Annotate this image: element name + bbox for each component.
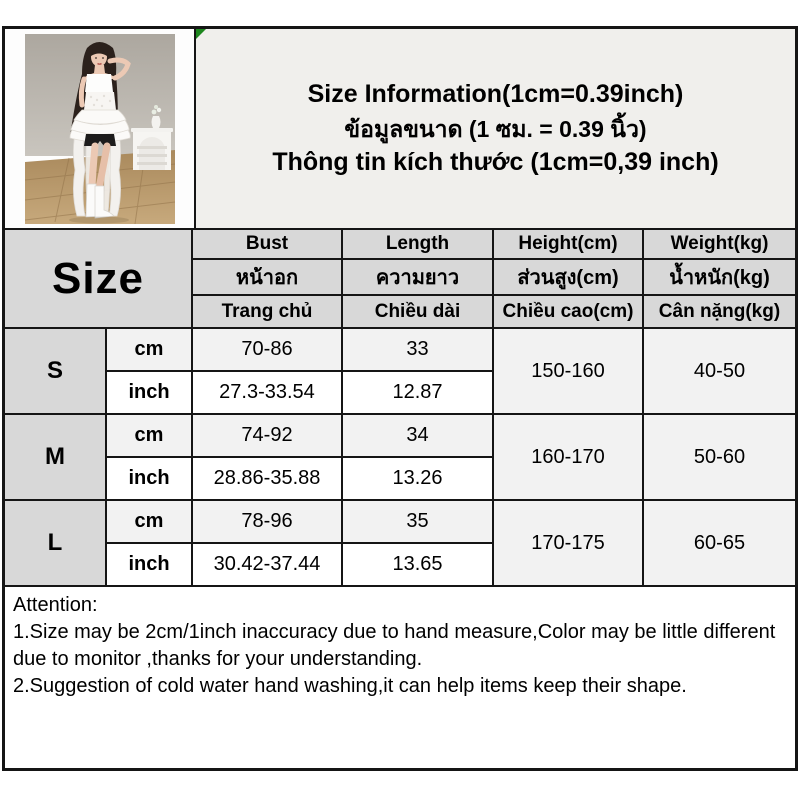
size-chart-sheet: Size Information(1cm=0.39inch) ข้อมูลขนา… [2,26,798,771]
size-l-length-inch: 13.65 [343,544,494,587]
col-header-length-vi: Chiều dài [343,296,494,329]
size-l-bust-cm: 78-96 [193,501,343,544]
col-header-bust-th: หน้าอก [193,260,343,296]
size-m-unit-inch: inch [107,458,193,501]
size-table: Size Bust Length Height(cm) Weight(kg) ห… [5,230,795,587]
banner-row: Size Information(1cm=0.39inch) ข้อมูลขนา… [5,29,795,230]
size-m-height: 160-170 [494,415,644,501]
col-header-weight-th: น้ำหนัก(kg) [644,260,795,296]
col-header-height-en: Height(cm) [494,230,644,260]
attention-heading: Attention: [13,594,98,616]
size-l-weight: 60-65 [644,501,795,587]
product-photo [24,33,175,224]
size-l-unit-cm: cm [107,501,193,544]
size-s-unit-cm: cm [107,329,193,372]
col-header-length-en: Length [343,230,494,260]
col-header-length-th: ความยาว [343,260,494,296]
col-header-weight-en: Weight(kg) [644,230,795,260]
col-header-bust-en: Bust [193,230,343,260]
size-m-length-inch: 13.26 [343,458,494,501]
size-s-bust-inch: 27.3-33.54 [193,372,343,415]
attention-notes: Attention: 1.Size may be 2cm/1inch inacc… [5,587,795,768]
col-header-bust-vi: Trang chủ [193,296,343,329]
attention-line-2: 2.Suggestion of cold water hand washing,… [13,675,687,697]
size-s-unit-inch: inch [107,372,193,415]
size-m-bust-cm: 74-92 [193,415,343,458]
size-m-length-cm: 34 [343,415,494,458]
size-s-length-cm: 33 [343,329,494,372]
cell-corner-flag-icon [196,29,206,39]
size-s-weight: 40-50 [644,329,795,415]
size-s-length-inch: 12.87 [343,372,494,415]
size-s-height: 150-160 [494,329,644,415]
attention-line-1: 1.Size may be 2cm/1inch inaccuracy due t… [13,621,776,670]
size-m-label: M [5,415,107,501]
title-thai: ข้อมูลขนาด (1 ซม. = 0.39 นิ้ว) [344,116,647,142]
title-banner: Size Information(1cm=0.39inch) ข้อมูลขนา… [196,29,795,228]
title-vietnamese: Thông tin kích thước (1cm=0,39 inch) [272,148,719,176]
size-m-unit-cm: cm [107,415,193,458]
size-column-header: Size [5,230,193,329]
size-m-weight: 50-60 [644,415,795,501]
side-table [130,104,173,170]
size-m-bust-inch: 28.86-35.88 [193,458,343,501]
col-header-weight-vi: Cân nặng(kg) [644,296,795,329]
size-s-bust-cm: 70-86 [193,329,343,372]
product-photo-cell [5,29,196,228]
size-s-label: S [5,329,107,415]
col-header-height-th: ส่วนสูง(cm) [494,260,644,296]
size-l-bust-inch: 30.42-37.44 [193,544,343,587]
size-l-length-cm: 35 [343,501,494,544]
size-l-label: L [5,501,107,587]
title-english: Size Information(1cm=0.39inch) [307,80,684,108]
col-header-height-vi: Chiều cao(cm) [494,296,644,329]
size-l-unit-inch: inch [107,544,193,587]
size-l-height: 170-175 [494,501,644,587]
